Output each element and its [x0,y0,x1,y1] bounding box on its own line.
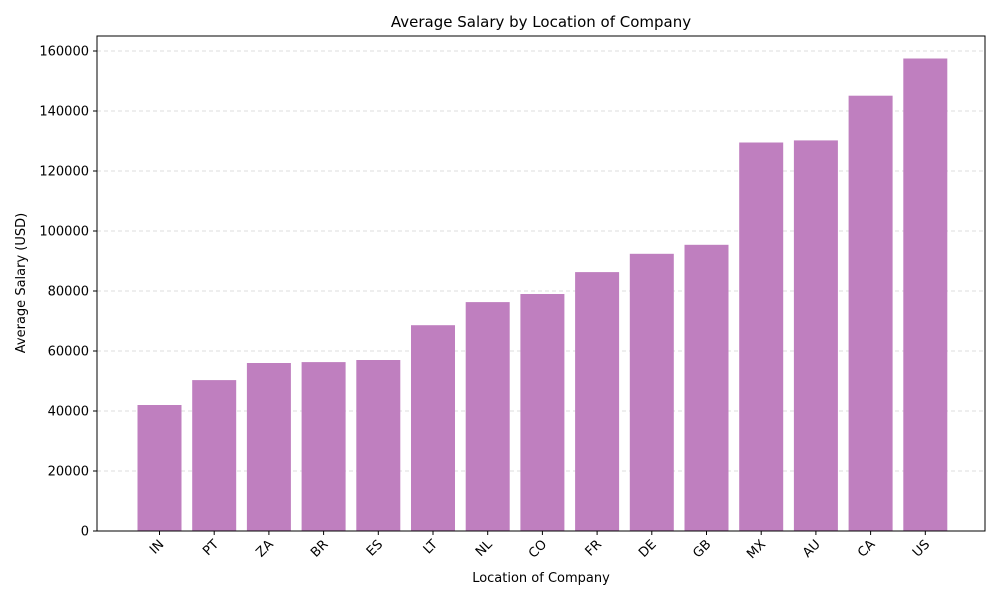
x-tick-label: FR [583,537,605,559]
y-tick-label: 80000 [48,285,89,300]
x-tick-label: BR [308,537,331,560]
bar-za [246,363,291,531]
bar-mx [739,142,784,531]
y-tick-label: 100000 [39,225,89,240]
bar-es [356,360,401,531]
bar-co [520,294,565,531]
y-tick-label: 140000 [39,105,89,120]
x-tick-label: AU [800,537,824,561]
x-tick-label: CA [855,537,878,560]
bar-us [903,58,948,531]
bar-fr [575,272,620,531]
bar-nl [465,302,510,531]
bar-pt [192,380,237,531]
bar-br [301,362,346,531]
bar-au [793,140,838,531]
bar-de [629,253,674,532]
y-axis-title: Average Salary (USD) [14,213,29,353]
y-tick-label: 40000 [48,405,89,420]
x-tick-label: US [910,537,933,560]
chart-title: Average Salary by Location of Company [391,13,691,31]
y-tick-label: 0 [81,525,89,540]
y-tick-label: 160000 [39,45,89,60]
bar-lt [411,325,455,531]
x-tick-label: ZA [254,537,277,560]
plot-frame [96,35,986,532]
x-tick-label: CO [526,537,550,561]
x-tick-label: DE [636,537,660,561]
x-tick-label: LT [421,537,441,557]
bars [137,58,948,532]
x-tick-label: ES [364,537,386,559]
y-tick-label: 60000 [48,345,89,360]
bar-ca [848,95,893,531]
y-tick-label: 20000 [48,465,89,480]
y-axis-ticks: 0 20000 40000 60000 80000 100000 120000 140000 1… [39,45,97,540]
bar-in [137,405,182,531]
y-tick-label: 120000 [39,165,89,180]
x-tick-label: PT [200,537,222,559]
bar-gb [684,244,729,532]
x-axis-ticks: IN PT ZA BR ES LT NL CO FR DE GB MX AU CA US [147,531,933,562]
x-axis-title: Location of Company [472,571,610,586]
x-tick-label: IN [147,537,167,557]
x-tick-label: NL [473,537,496,560]
x-tick-label: MX [744,537,769,562]
x-tick-label: GB [690,537,714,561]
